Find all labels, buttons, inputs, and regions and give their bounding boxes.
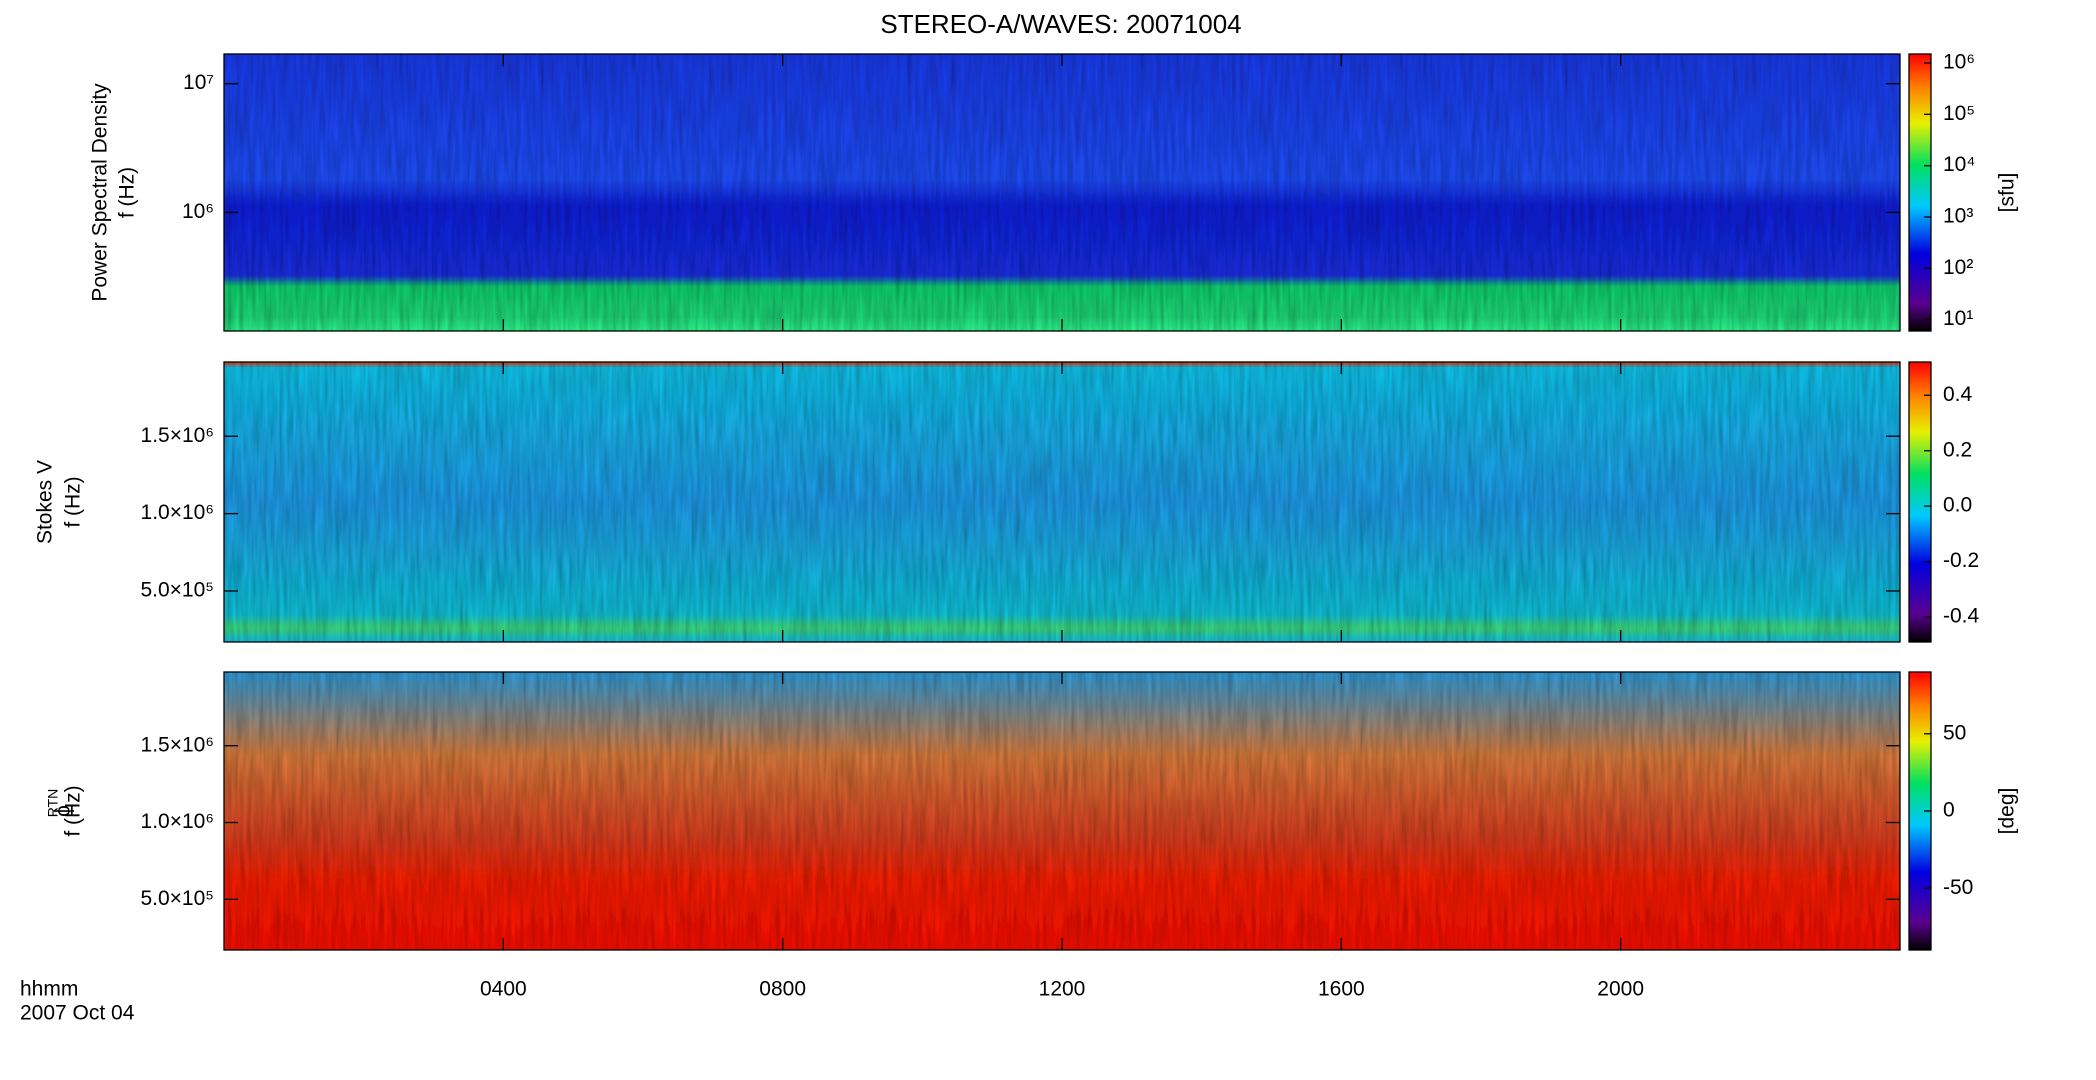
colorbar-tick-label: -50 xyxy=(1943,876,1973,899)
colorbar-tick-label: 0.2 xyxy=(1943,438,1972,461)
y-tick-label: 1.0×10⁶ xyxy=(141,810,214,833)
y-tick-label: 1.0×10⁶ xyxy=(141,501,214,524)
colorbar-label: [sfu] xyxy=(1996,173,2019,213)
date-label: 2007 Oct 04 xyxy=(20,1002,135,1025)
colorbar-tick-label: 50 xyxy=(1943,721,1966,744)
colorbar-tick-label: 10⁴ xyxy=(1943,153,1975,176)
x-axis-label: hhmm xyxy=(20,978,78,1001)
y-axis-label: f (Hz) xyxy=(62,785,85,836)
y-axis-label: ϕ xyxy=(52,805,75,817)
y-axis-label: f (Hz) xyxy=(62,476,85,527)
colorbar xyxy=(1908,53,1932,332)
colorbar-tick-label: -0.4 xyxy=(1943,605,1980,628)
y-axis-label: Stokes V xyxy=(34,460,57,544)
y-tick-label: 1.5×10⁶ xyxy=(141,424,214,447)
y-axis-label: Power Spectral Density xyxy=(89,83,112,302)
x-tick-label: 0400 xyxy=(480,978,527,1001)
y-tick-label: 10⁷ xyxy=(183,71,214,94)
colorbar-tick-label: -0.2 xyxy=(1943,549,1979,572)
colorbar-tick-label: 10² xyxy=(1943,256,1973,279)
colorbar xyxy=(1908,361,1932,643)
y-tick-label: 5.0×10⁵ xyxy=(140,578,214,601)
y-tick-label: 1.5×10⁶ xyxy=(141,733,214,756)
spectrogram-image xyxy=(224,362,1900,642)
y-tick-label: 5.0×10⁵ xyxy=(140,887,214,910)
colorbar-tick-label: 10⁵ xyxy=(1943,102,1975,125)
colorbar-tick-label: 10⁶ xyxy=(1943,51,1975,74)
chart-title: STEREO-A/WAVES: 20071004 xyxy=(880,9,1241,39)
spectrogram-image xyxy=(224,672,1900,950)
colorbar-label: [deg] xyxy=(1996,788,2019,835)
y-axis-label-sub: RTN xyxy=(45,789,61,818)
spectrogram-image xyxy=(224,54,1900,331)
x-tick-label: 1200 xyxy=(1039,978,1086,1001)
colorbar-tick-label: 0.4 xyxy=(1943,383,1973,406)
colorbar-tick-label: 10¹ xyxy=(1943,307,1973,330)
y-axis-label: f (Hz) xyxy=(116,167,139,218)
colorbar-tick-label: 0.0 xyxy=(1943,494,1972,517)
x-tick-label: 2000 xyxy=(1597,978,1644,1001)
y-tick-label: 10⁶ xyxy=(182,200,214,223)
colorbar-tick-label: 0 xyxy=(1943,799,1955,822)
colorbar-tick-label: 10³ xyxy=(1943,205,1973,228)
x-tick-label: 0800 xyxy=(759,978,806,1001)
x-tick-label: 1600 xyxy=(1318,978,1365,1001)
